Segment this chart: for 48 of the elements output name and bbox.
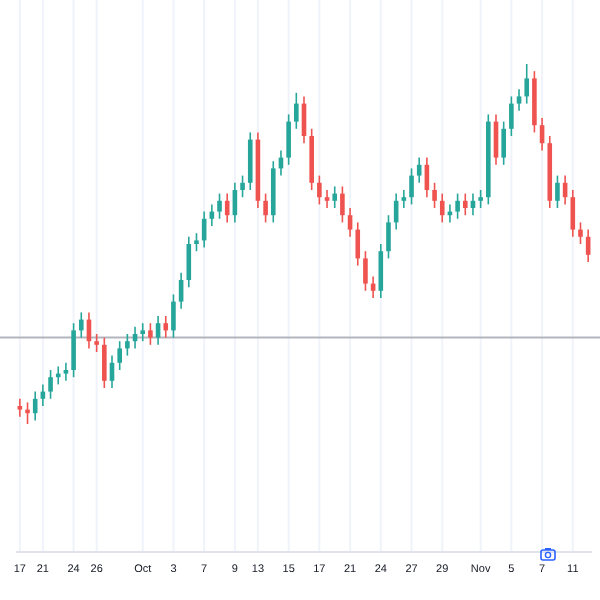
candlestick — [217, 192, 222, 220]
candlestick — [516, 88, 522, 112]
candlestick — [432, 182, 437, 209]
candlestick — [378, 243, 384, 299]
candlestick — [71, 322, 76, 378]
candlestick — [155, 315, 161, 346]
candlestick — [409, 167, 414, 206]
candlestick — [355, 221, 361, 267]
candlestick — [148, 322, 153, 346]
candlestick — [286, 113, 291, 166]
candlestick — [125, 333, 130, 357]
candlestick — [63, 362, 69, 382]
candlestick — [163, 315, 169, 339]
candlestick — [317, 174, 322, 206]
candlestick — [48, 369, 53, 400]
candlestick — [117, 340, 122, 371]
candlestick — [462, 192, 468, 216]
candlestick — [439, 192, 445, 224]
candlestick — [309, 128, 314, 191]
candlestick — [416, 156, 422, 184]
candlestick — [263, 192, 268, 224]
candlestick — [347, 207, 353, 238]
candlestick — [509, 95, 514, 137]
candlestick — [294, 92, 299, 130]
candlestick — [247, 131, 253, 191]
candlestick — [401, 189, 407, 209]
candlestick — [501, 120, 506, 166]
candlestick — [332, 185, 338, 209]
candlestick — [555, 174, 560, 209]
candlestick — [17, 398, 23, 418]
candlestick — [102, 336, 107, 389]
candlestick — [186, 236, 192, 288]
candlestick — [532, 70, 537, 134]
candlestick — [140, 322, 146, 342]
candlestick — [224, 192, 230, 224]
candlestick — [324, 189, 330, 209]
candlestick — [386, 214, 391, 260]
candlestick — [270, 160, 276, 224]
candlestick — [240, 174, 245, 198]
candlestick — [340, 185, 345, 224]
candlestick — [570, 189, 576, 238]
candlestick — [32, 390, 38, 422]
candlestick — [455, 192, 460, 220]
candlestick — [171, 293, 176, 339]
candlestick — [78, 311, 84, 339]
candlestick — [578, 221, 583, 245]
candlestick — [363, 250, 368, 292]
candlestick — [524, 63, 530, 105]
